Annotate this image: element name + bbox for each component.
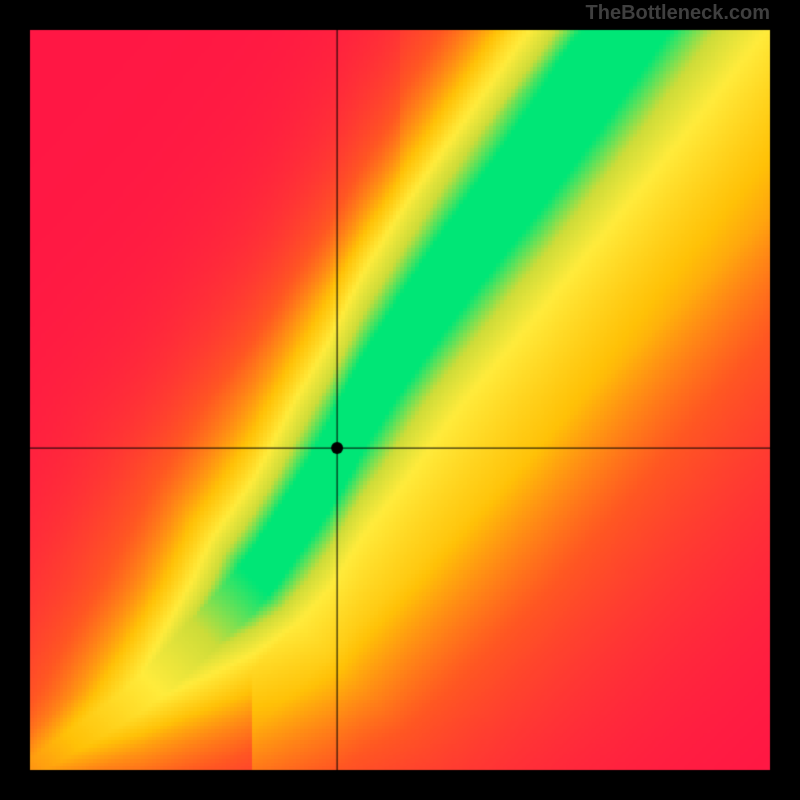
chart-container: TheBottleneck.com <box>0 0 800 800</box>
attribution-text: TheBottleneck.com <box>586 2 770 25</box>
heatmap-canvas <box>0 0 800 800</box>
